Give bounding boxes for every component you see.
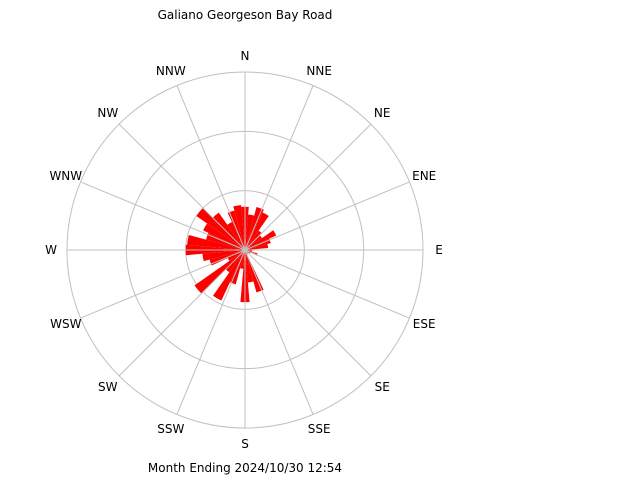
wind-bar-210 bbox=[213, 250, 245, 301]
wind-bar-240 bbox=[227, 250, 245, 261]
direction-label-nw: NW bbox=[97, 106, 118, 120]
wind-bar-300 bbox=[203, 223, 245, 250]
wind-bar-280 bbox=[187, 235, 245, 250]
direction-label-se: SE bbox=[375, 380, 390, 394]
spoke-ssw bbox=[176, 249, 246, 415]
spoke-ne bbox=[244, 123, 372, 251]
wind-bars bbox=[67, 72, 423, 428]
wind-bar-350 bbox=[233, 205, 245, 250]
direction-label-wnw: WNW bbox=[49, 169, 82, 183]
direction-label-n: N bbox=[241, 49, 250, 63]
wind-bar-310 bbox=[196, 208, 245, 250]
spoke-ene bbox=[244, 181, 410, 251]
direction-label-s: S bbox=[241, 437, 249, 451]
wind-bar-330 bbox=[227, 222, 245, 250]
direction-label-sse: SSE bbox=[308, 422, 331, 436]
wind-bar-80 bbox=[245, 244, 269, 250]
spoke-sw bbox=[118, 249, 246, 377]
direction-label-sw: SW bbox=[98, 380, 118, 394]
chart-title: Galiano Georgeson Bay Road bbox=[158, 8, 333, 22]
direction-labels: N NNE NE ENE E ESE SE SSE S SSW SW WSW W WNW NW NNW bbox=[45, 49, 443, 451]
spoke-nw bbox=[118, 123, 246, 251]
wind-bar-220 bbox=[225, 250, 245, 273]
spoke-ese bbox=[244, 249, 410, 319]
wind-bar-320 bbox=[212, 212, 245, 250]
direction-label-wsw: WSW bbox=[50, 317, 81, 331]
direction-label-nne: NNE bbox=[306, 64, 332, 78]
chart-footer: Month Ending 2024/10/30 12:54 bbox=[148, 461, 342, 475]
spoke-wnw bbox=[80, 181, 246, 251]
spoke-wsw bbox=[80, 249, 246, 319]
spoke-nnw bbox=[176, 85, 246, 251]
spoke-nne bbox=[244, 85, 314, 251]
direction-label-ssw: SSW bbox=[157, 422, 184, 436]
direction-label-ese: ESE bbox=[413, 317, 436, 331]
spoke-sse bbox=[244, 249, 314, 415]
wind-bar-10 bbox=[245, 214, 255, 250]
direction-label-nnw: NNW bbox=[156, 64, 186, 78]
wind-bar-260 bbox=[202, 250, 245, 262]
direction-label-w: W bbox=[45, 243, 57, 257]
spoke-se bbox=[244, 249, 372, 377]
wind-bar-230 bbox=[194, 250, 245, 294]
wind-bar-30 bbox=[245, 212, 269, 250]
direction-label-ene: ENE bbox=[412, 169, 436, 183]
direction-label-ne: NE bbox=[374, 106, 391, 120]
direction-label-e: E bbox=[435, 243, 443, 257]
wind-bar-190 bbox=[240, 250, 245, 269]
wind-bar-60 bbox=[245, 230, 277, 250]
